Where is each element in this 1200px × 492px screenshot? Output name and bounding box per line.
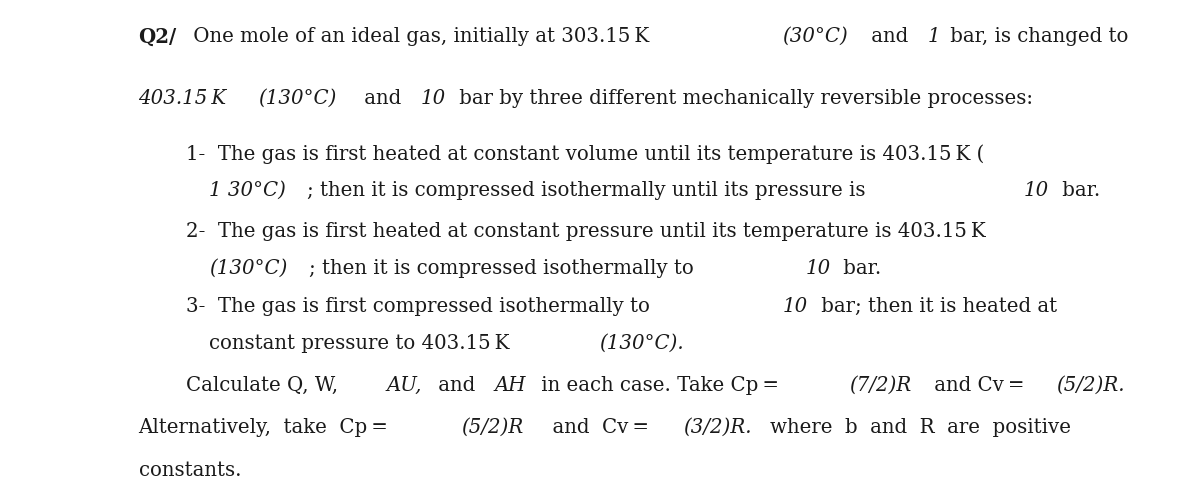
Text: (7/2)R: (7/2)R	[850, 375, 912, 395]
Text: constant pressure to 403.15 K: constant pressure to 403.15 K	[209, 334, 516, 353]
Text: ; then it is compressed isothermally until its pressure is: ; then it is compressed isothermally unt…	[307, 181, 871, 200]
Text: where  b  and  R  are  positive: where b and R are positive	[770, 418, 1072, 436]
Text: and: and	[358, 89, 407, 108]
Text: (130°C): (130°C)	[209, 259, 288, 278]
Text: (30°C): (30°C)	[782, 27, 847, 46]
Text: bar, is changed to: bar, is changed to	[944, 27, 1128, 46]
Text: Q2/: Q2/	[138, 27, 176, 47]
Text: (130°C): (130°C)	[258, 89, 337, 108]
Text: 1-  The gas is first heated at constant volume until its temperature is 403.15 K: 1- The gas is first heated at constant v…	[186, 145, 984, 164]
Text: constants.: constants.	[138, 461, 241, 480]
Text: and  Cv =: and Cv =	[540, 418, 653, 436]
Text: 10: 10	[805, 259, 830, 278]
Text: One mole of an ideal gas, initially at 303.15 K: One mole of an ideal gas, initially at 3…	[187, 27, 655, 46]
Text: bar by three different mechanically reversible processes:: bar by three different mechanically reve…	[452, 89, 1033, 108]
Text: 2-  The gas is first heated at constant pressure until its temperature is 403.15: 2- The gas is first heated at constant p…	[186, 221, 985, 241]
Text: AU,: AU,	[386, 375, 422, 395]
Text: in each case. Take Cp =: in each case. Take Cp =	[534, 375, 782, 395]
Text: Alternatively,  take  Cp =: Alternatively, take Cp =	[138, 418, 392, 436]
Text: bar.: bar.	[1056, 181, 1100, 200]
Text: and Cv =: and Cv =	[929, 375, 1028, 395]
Text: 1 30°C): 1 30°C)	[209, 181, 287, 200]
Text: 1: 1	[928, 27, 941, 46]
Text: AH: AH	[494, 375, 526, 395]
Text: (5/2)R.: (5/2)R.	[1056, 375, 1124, 395]
Text: and: and	[432, 375, 481, 395]
Text: 10: 10	[782, 297, 808, 316]
Text: ; then it is compressed isothermally to: ; then it is compressed isothermally to	[308, 259, 700, 278]
Text: Calculate Q, W,: Calculate Q, W,	[186, 375, 344, 395]
Text: 10: 10	[1024, 181, 1049, 200]
Text: 10: 10	[421, 89, 446, 108]
Text: bar; then it is heated at: bar; then it is heated at	[815, 297, 1057, 316]
Text: 403.15 K: 403.15 K	[138, 89, 233, 108]
Text: (5/2)R: (5/2)R	[461, 418, 523, 436]
Text: (3/2)R.: (3/2)R.	[683, 418, 751, 436]
Text: 3-  The gas is first compressed isothermally to: 3- The gas is first compressed isotherma…	[186, 297, 656, 316]
Text: bar.: bar.	[838, 259, 882, 278]
Text: (130°C).: (130°C).	[599, 334, 683, 353]
Text: and: and	[865, 27, 914, 46]
